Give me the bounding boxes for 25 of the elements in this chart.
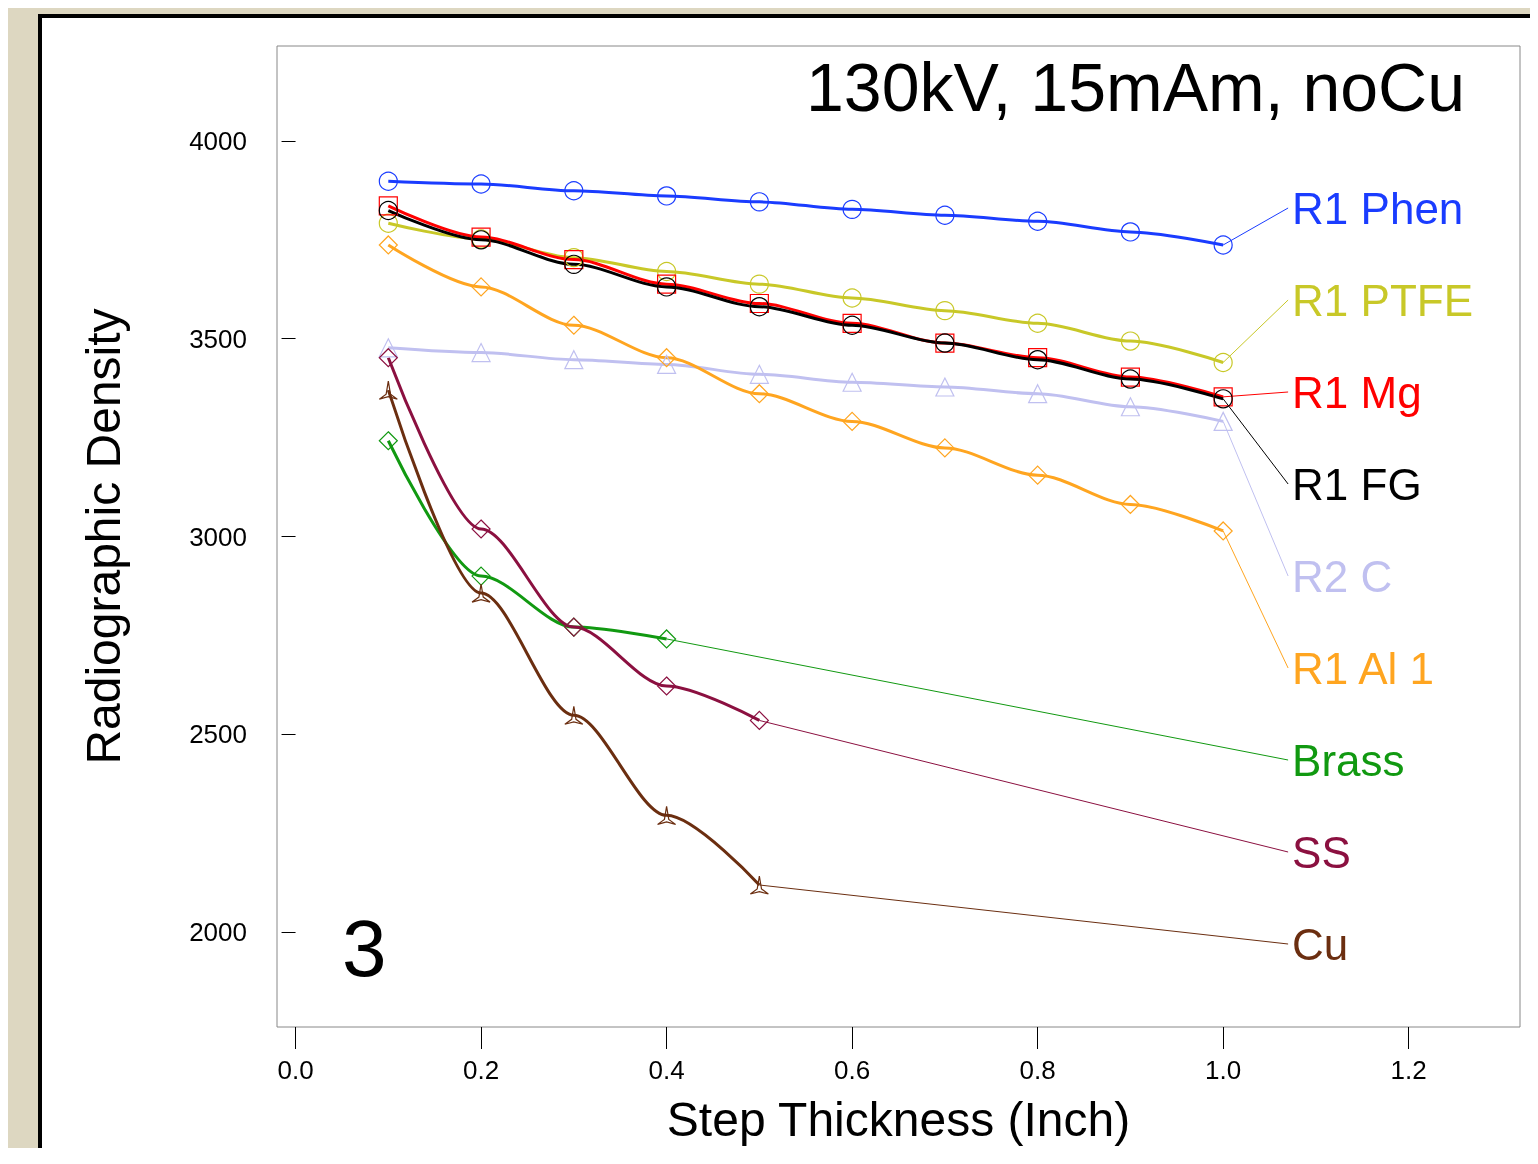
text: SS [1292,827,1351,877]
text: Cu [1292,919,1349,969]
x-tick-label: 0.8 [1019,1055,1056,1085]
chart-title: 130kV, 15mAm, noCu [806,49,1465,125]
text: R2 C [1292,551,1393,601]
series-label: R1 PTFE [1292,275,1474,325]
x-tick-label: 1.2 [1390,1055,1427,1085]
x-tick-label: 0.6 [834,1055,871,1085]
text: R1 Al 1 [1292,643,1434,693]
y-tick-label: 3500 [189,323,247,354]
y-tick-label: 2000 [189,917,247,948]
y-tick-label: 4000 [189,125,247,156]
y-tick-label: 3000 [189,521,247,552]
y-tick-label: 2500 [189,719,247,750]
x-tick-label: 0.0 [277,1055,314,1085]
x-tick-label: 0.2 [463,1055,500,1085]
legend-label: R1 Mg [1292,367,1422,417]
x-tick-label: 1.0 [1205,1055,1242,1085]
x-axis-title: Step Thickness (Inch) [666,1092,1131,1146]
y-axis-title: Radiographic Density [76,308,130,765]
series-label: R1 FG [1292,459,1422,509]
x-tick-label: 0.4 [648,1055,685,1085]
text: Brass [1292,735,1405,785]
annotation: 3 [342,903,387,993]
legend-label: R1 Phen [1292,183,1464,233]
